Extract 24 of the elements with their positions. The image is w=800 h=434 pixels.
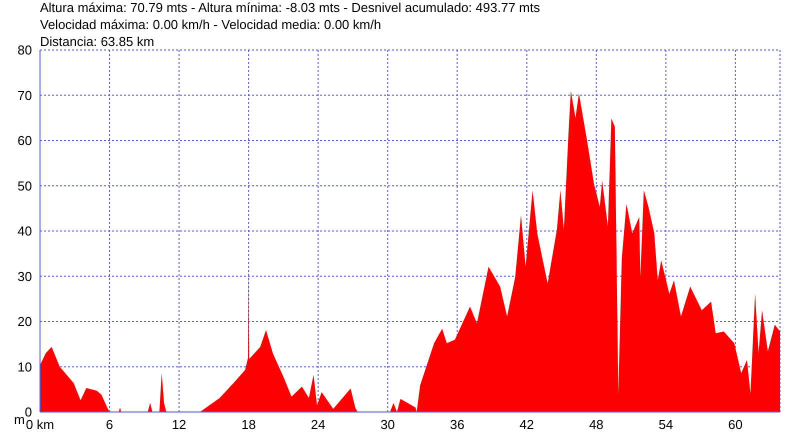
- x-tick-label: 42: [520, 417, 534, 432]
- chart-title: Altura máxima: 70.79 mts - Altura mínima: -8.03 mts - Desnivel acumulado: 493.77 mts: [40, 0, 540, 15]
- x-tick-label: 36: [450, 417, 464, 432]
- y-axis-title: m: [14, 412, 25, 427]
- y-tick-label: 50: [18, 178, 32, 194]
- x-tick-label: 54: [658, 417, 674, 432]
- x-tick-label: 18: [241, 417, 256, 432]
- y-tick-label: 10: [18, 359, 32, 374]
- y-tick-label: 30: [18, 268, 32, 284]
- x-tick-label: 24: [310, 417, 326, 432]
- y-tick-label: 40: [18, 224, 32, 239]
- x-tick-label: 6: [106, 417, 114, 432]
- x-tick-label: 0 km: [26, 417, 54, 432]
- x-tick-label: 60: [728, 417, 743, 432]
- y-tick-label: 0: [24, 404, 32, 420]
- x-tick-label: 48: [589, 417, 604, 432]
- text: Distancia: 63.85 km: [40, 34, 154, 49]
- chart-subtitle: Velocidad máxima: 0.00 km/h - Velocidad media: 0.00 km/h: [40, 17, 382, 32]
- x-tick-label: 12: [172, 417, 186, 432]
- y-tick-label: 70: [18, 88, 32, 103]
- y-tick-label: 80: [18, 42, 32, 58]
- y-tick-label: 20: [18, 314, 32, 330]
- y-tick-label: 60: [18, 133, 32, 148]
- x-tick-label: 30: [380, 417, 395, 432]
